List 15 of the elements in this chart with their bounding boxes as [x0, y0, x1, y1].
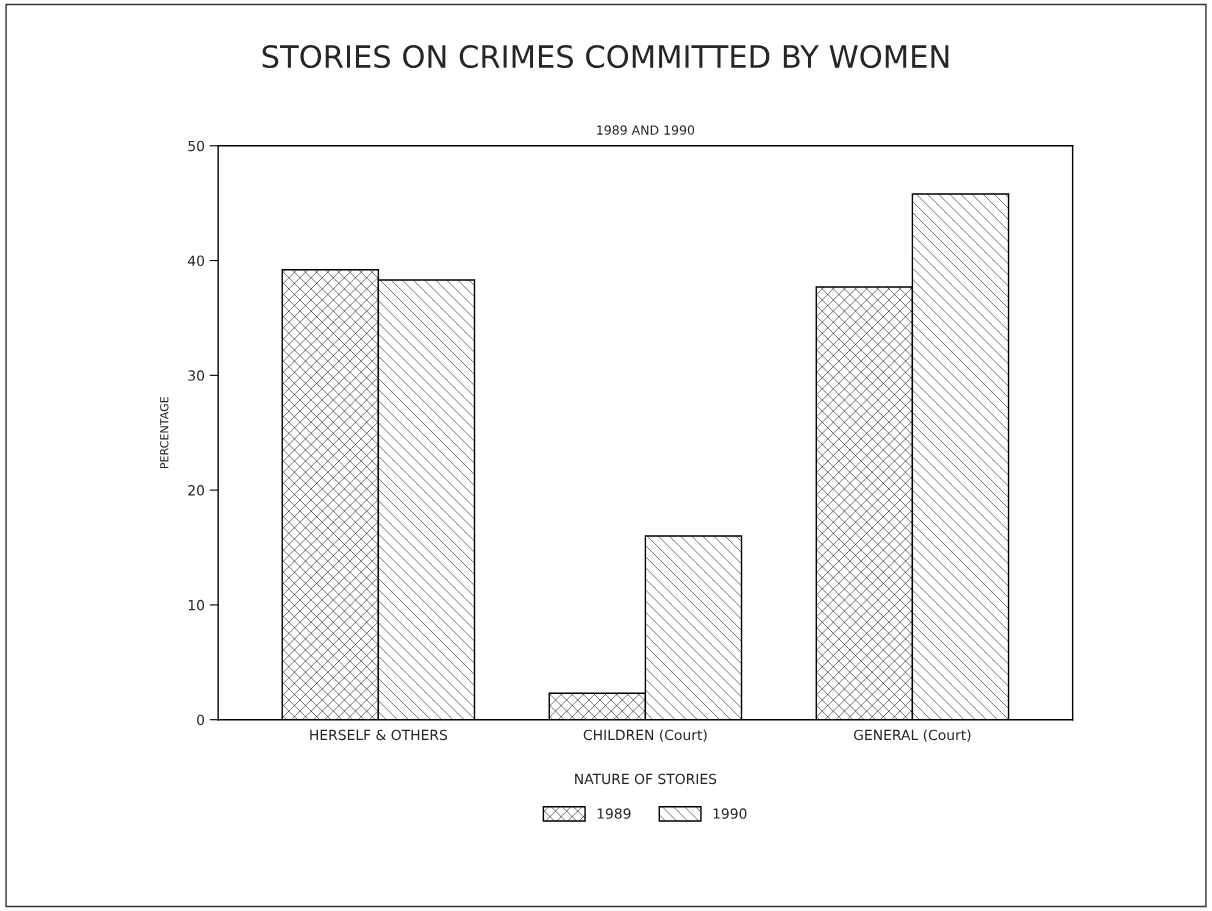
y-tick-label: 50 [188, 140, 205, 152]
legend-label: 1989 [597, 808, 631, 819]
y-tick-label: 30 [188, 370, 205, 381]
y-tick-label: 10 [188, 599, 205, 611]
x-tick-label: HERSELF & OTHERS [310, 729, 448, 741]
chart-subtitle: 1989 AND 1990 [597, 125, 695, 135]
y-tick-label: 20 [188, 485, 205, 496]
x-axis-title: NATURE OF STORIES [575, 773, 717, 785]
x-tick-label: CHILDREN (Court) [583, 729, 707, 742]
y-tick-label: 0 [197, 714, 205, 726]
x-tick-label: GENERAL (Court) [853, 729, 971, 742]
legend-label: 1990 [713, 808, 747, 819]
chart-title: STORIES ON CRIMES COMMITTED BY WOMEN [262, 44, 949, 69]
y-axis-title: PERCENTAGE [160, 396, 169, 469]
y-tick-label: 40 [187, 255, 205, 267]
